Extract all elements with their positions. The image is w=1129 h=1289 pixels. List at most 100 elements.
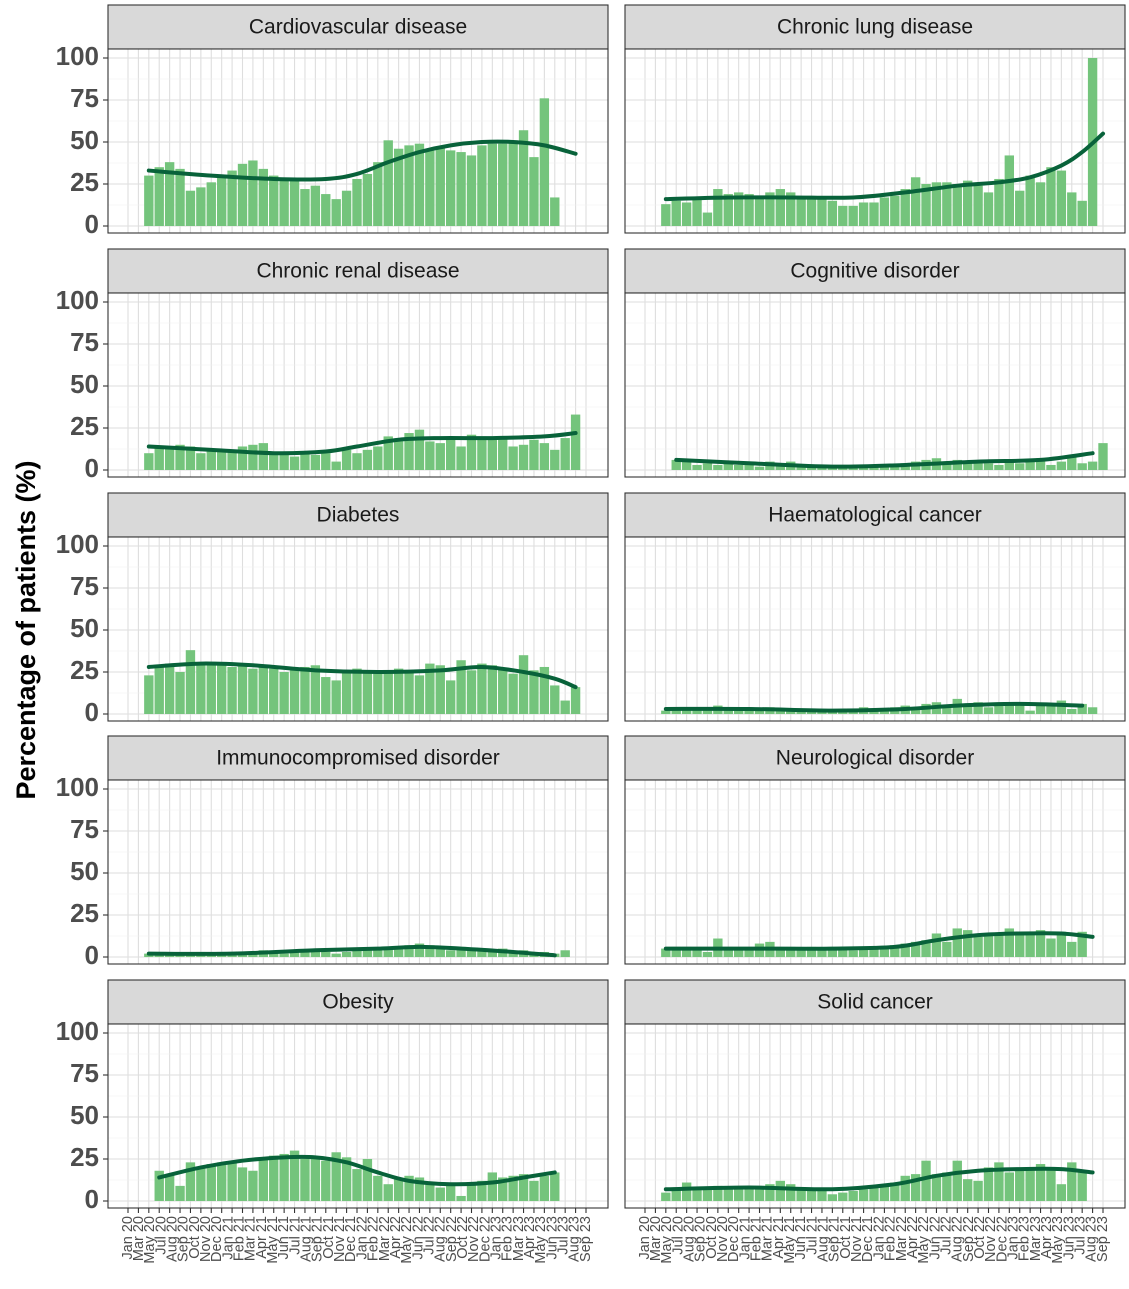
bar bbox=[1067, 192, 1077, 226]
x-tick-label: Apr 23 bbox=[522, 1216, 538, 1259]
x-tick-label: Dec 21 bbox=[860, 1216, 876, 1262]
bar bbox=[487, 439, 498, 470]
bar bbox=[331, 1152, 341, 1201]
bar bbox=[425, 1184, 435, 1201]
x-tick-label: Jan 23 bbox=[1005, 1216, 1021, 1260]
facet-title: Immunocompromised disorder bbox=[216, 747, 500, 770]
bar bbox=[466, 434, 477, 470]
bar bbox=[269, 1155, 279, 1201]
bar bbox=[498, 143, 508, 226]
bar bbox=[425, 663, 435, 714]
bar bbox=[848, 950, 858, 957]
bar bbox=[1056, 700, 1067, 714]
bar bbox=[498, 668, 508, 714]
bar bbox=[352, 178, 362, 226]
bar bbox=[237, 665, 248, 714]
bar bbox=[1004, 155, 1015, 226]
bar bbox=[713, 189, 723, 226]
bar bbox=[279, 178, 289, 226]
bar bbox=[206, 182, 216, 226]
x-tick-label: May 20 bbox=[659, 1216, 675, 1264]
bar bbox=[508, 673, 518, 714]
x-tick-label: Feb 23 bbox=[1017, 1216, 1033, 1261]
x-tick-label: Apr 21 bbox=[771, 1216, 787, 1259]
bar bbox=[1025, 1169, 1035, 1201]
panel-border bbox=[107, 1023, 609, 1209]
x-tick-label: Jun 23 bbox=[1061, 1216, 1077, 1260]
bar bbox=[786, 946, 796, 957]
bar bbox=[786, 1184, 796, 1201]
bar bbox=[983, 463, 994, 470]
bar bbox=[1077, 1172, 1087, 1201]
bar bbox=[1077, 200, 1087, 226]
bar bbox=[352, 668, 362, 714]
bar bbox=[279, 672, 289, 714]
bar bbox=[477, 950, 487, 957]
x-tick-label: May 21 bbox=[782, 1216, 798, 1264]
bar bbox=[414, 943, 425, 957]
trend-line bbox=[663, 701, 1085, 713]
x-tick-label: Aug 20 bbox=[682, 1216, 698, 1262]
bar bbox=[858, 202, 869, 226]
bar bbox=[931, 182, 942, 226]
bar bbox=[300, 189, 310, 226]
bar bbox=[164, 1174, 175, 1201]
bar bbox=[404, 945, 414, 957]
trend-line bbox=[663, 131, 1105, 202]
facet-panel: Cardiovascular disease bbox=[107, 4, 609, 234]
bar bbox=[154, 666, 164, 714]
x-tick-label: Oct 20 bbox=[187, 1216, 203, 1259]
bar bbox=[1098, 443, 1108, 470]
x-tick-label: Jan 21 bbox=[220, 1216, 236, 1260]
x-tick-label: Feb 23 bbox=[500, 1216, 516, 1261]
bar bbox=[508, 140, 518, 226]
bar bbox=[962, 1179, 973, 1201]
bar bbox=[477, 145, 487, 226]
bar bbox=[341, 1157, 352, 1201]
bar bbox=[373, 948, 383, 957]
bar bbox=[466, 155, 477, 226]
bar bbox=[206, 451, 216, 470]
bar bbox=[983, 933, 994, 957]
bar bbox=[692, 464, 702, 470]
bar bbox=[289, 951, 300, 957]
bar bbox=[723, 461, 733, 470]
bar bbox=[890, 195, 900, 226]
bar bbox=[539, 443, 550, 470]
bar bbox=[445, 1182, 456, 1201]
bar bbox=[196, 453, 206, 470]
bar bbox=[414, 675, 425, 714]
bar bbox=[733, 464, 744, 470]
trend-line bbox=[674, 451, 1095, 469]
facet-title: Chronic lung disease bbox=[777, 16, 973, 39]
facet-strip bbox=[107, 735, 609, 781]
bar bbox=[744, 463, 754, 470]
bar bbox=[196, 1167, 206, 1201]
facet-panel: Cognitive disorder bbox=[624, 248, 1126, 478]
panel-border bbox=[624, 1023, 1126, 1209]
bar bbox=[539, 666, 550, 714]
bar bbox=[1056, 931, 1067, 957]
bar bbox=[435, 665, 445, 714]
bar bbox=[383, 946, 393, 957]
y-tick-label: 0 bbox=[85, 697, 99, 727]
x-tick-label: Sep 23 bbox=[578, 1216, 594, 1262]
facet-panel: Obesity bbox=[107, 979, 609, 1209]
bar bbox=[279, 953, 289, 957]
bar bbox=[445, 438, 456, 470]
bar bbox=[373, 1175, 383, 1201]
panels: Cardiovascular disease Chronic lung disea… bbox=[107, 4, 1126, 1209]
bar bbox=[269, 951, 279, 957]
bar bbox=[733, 1187, 744, 1201]
trend-line bbox=[146, 431, 578, 456]
facet-title: Neurological disorder bbox=[776, 747, 974, 770]
bar bbox=[921, 1160, 931, 1201]
x-tick-label: Jan 22 bbox=[871, 1216, 887, 1260]
bar bbox=[300, 1159, 310, 1201]
bar bbox=[858, 1189, 869, 1201]
bar bbox=[848, 1190, 858, 1201]
bar bbox=[681, 1182, 692, 1201]
facet-title: Cognitive disorder bbox=[790, 260, 959, 283]
x-tick-label: Feb 21 bbox=[232, 1216, 248, 1261]
bar bbox=[879, 197, 890, 226]
